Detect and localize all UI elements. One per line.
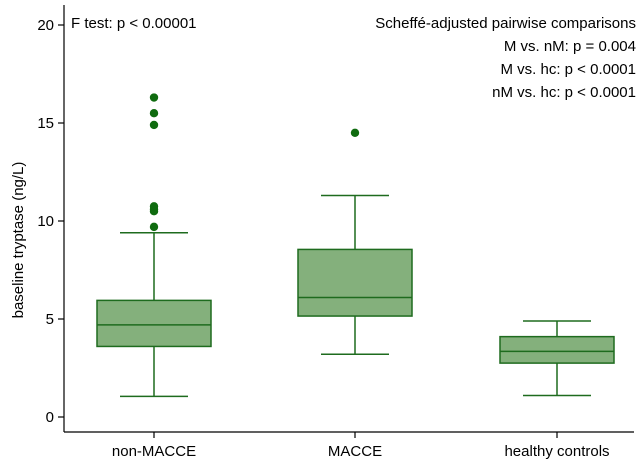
comparison-m-vs-nm: M vs. nM: p = 0.004 <box>504 38 636 55</box>
comparisons-title: Scheffé-adjusted pairwise comparisons <box>375 15 636 32</box>
axes: 0 5 10 15 20 non-MACCE MACCE healthy controls <box>37 5 634 459</box>
labels: baseline tryptase (ng/L) F test: p < 0.0… <box>10 15 636 318</box>
y-tick-label: 10 <box>37 213 54 230</box>
iqr-box <box>96 299 212 348</box>
y-tick-label: 0 <box>46 409 54 426</box>
outlier-point <box>149 120 159 130</box>
box-series <box>96 93 615 398</box>
y-tick-label: 20 <box>37 17 54 34</box>
outlier-point <box>149 202 159 211</box>
y-tick-label: 5 <box>46 311 54 328</box>
x-tick-label: healthy controls <box>504 443 609 459</box>
y-axis-label: baseline tryptase (ng/L) <box>10 162 27 319</box>
x-tick-label: MACCE <box>328 443 382 459</box>
comparison-nm-vs-hc: nM vs. hc: p < 0.0001 <box>492 84 636 101</box>
outlier-point <box>149 93 159 102</box>
x-tick-label: non-MACCE <box>112 443 196 459</box>
iqr-box <box>499 335 615 364</box>
y-tick-label: 15 <box>37 115 54 132</box>
comparison-m-vs-hc: M vs. hc: p < 0.0001 <box>501 61 637 78</box>
outlier-point <box>149 109 159 118</box>
box-group <box>499 320 615 397</box>
outlier-point <box>350 128 360 137</box>
iqr-box <box>297 248 413 317</box>
f-test-annotation: F test: p < 0.00001 <box>71 15 197 32</box>
box-group <box>297 128 413 356</box>
outlier-point <box>149 222 159 232</box>
box-group <box>96 93 212 398</box>
